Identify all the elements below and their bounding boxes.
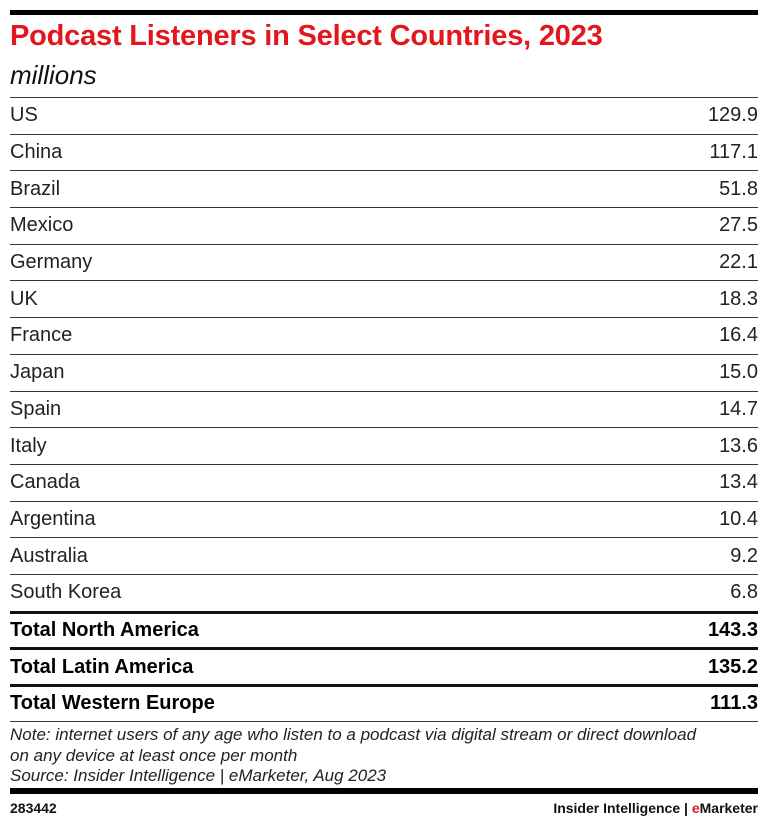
table-row: France 16.4: [10, 317, 758, 354]
row-value: 129.9: [707, 104, 758, 127]
row-label: Spain: [10, 397, 62, 420]
row-label: Japan: [10, 361, 65, 384]
row-label: Italy: [10, 434, 47, 457]
table-row: Mexico 27.5: [10, 207, 758, 244]
table-row: UK 18.3: [10, 280, 758, 317]
brand-logo: Insider Intelligence | eMarketer: [553, 800, 758, 816]
table-bottom-rule: [10, 720, 758, 722]
table-row: Spain 14.7: [10, 390, 758, 428]
row-label: France: [10, 324, 73, 347]
total-value: 111.3: [710, 692, 758, 715]
row-label: China: [10, 141, 63, 164]
note-line-1: Note: internet users of any age who list…: [10, 725, 697, 744]
chart-notes: Note: internet users of any age who list…: [10, 725, 758, 787]
brand-prefix: Insider Intelligence |: [553, 800, 692, 816]
table-row: US 129.9: [10, 97, 758, 134]
row-label: Mexico: [10, 214, 74, 237]
total-row-latin-america: Total Latin America 135.2: [10, 647, 758, 684]
row-label: Brazil: [10, 177, 61, 200]
data-table: US 129.9 China 117.1 Brazil 51.8 Mexico 27.5…: [10, 97, 758, 722]
table-row: Germany 22.1: [10, 243, 758, 281]
table-row: Italy 13.6: [10, 427, 758, 464]
row-value: 117.1: [709, 141, 758, 164]
brand-accent: e: [691, 800, 700, 816]
row-value: 22.1: [719, 251, 758, 274]
row-value: 14.7: [719, 397, 758, 420]
chart-subtitle: millions: [10, 60, 97, 90]
row-value: 51.8: [719, 177, 758, 200]
total-row-western-europe: Total Western Europe 111.3: [10, 684, 758, 721]
total-value: 143.3: [707, 618, 758, 641]
row-value: 9.2: [730, 544, 758, 567]
source-line: Source: Insider Intelligence | eMarketer…: [10, 766, 387, 785]
chart-id: 283442: [10, 800, 57, 816]
table-row: Japan 15.0: [10, 353, 758, 391]
row-label: South Korea: [10, 581, 122, 604]
row-label: Argentina: [10, 507, 96, 530]
brand-suffix: Marketer: [699, 800, 758, 816]
row-label: Australia: [10, 544, 88, 567]
table-row: China 117.1: [10, 133, 758, 171]
row-value: 27.5: [719, 214, 758, 237]
table-row: Australia 9.2: [10, 537, 758, 574]
total-row-north-america: Total North America 143.3: [10, 610, 758, 648]
table-row: South Korea 6.8: [10, 573, 758, 611]
row-label: UK: [10, 287, 38, 310]
total-label: Total Western Europe: [10, 692, 215, 715]
total-value: 135.2: [707, 655, 758, 678]
row-value: 13.6: [719, 434, 758, 457]
row-value: 16.4: [719, 324, 758, 347]
table-row: Argentina 10.4: [10, 500, 758, 538]
row-value: 6.8: [730, 581, 758, 604]
total-label: Total Latin America: [10, 655, 194, 678]
bottom-rule: [10, 788, 758, 794]
row-value: 10.4: [719, 507, 758, 530]
row-value: 13.4: [719, 471, 758, 494]
note-line-2: on any device at least once per month: [10, 745, 298, 765]
chart-title: Podcast Listeners in Select Countries, 2…: [10, 20, 603, 52]
row-label: Germany: [10, 251, 93, 274]
table-row: Brazil 51.8: [10, 170, 758, 207]
top-rule: [10, 10, 758, 15]
row-value: 15.0: [719, 361, 758, 384]
row-value: 18.3: [719, 287, 758, 310]
total-label: Total North America: [10, 618, 199, 641]
row-label: US: [10, 104, 38, 127]
row-label: Canada: [10, 471, 81, 494]
table-row: Canada 13.4: [10, 463, 758, 501]
